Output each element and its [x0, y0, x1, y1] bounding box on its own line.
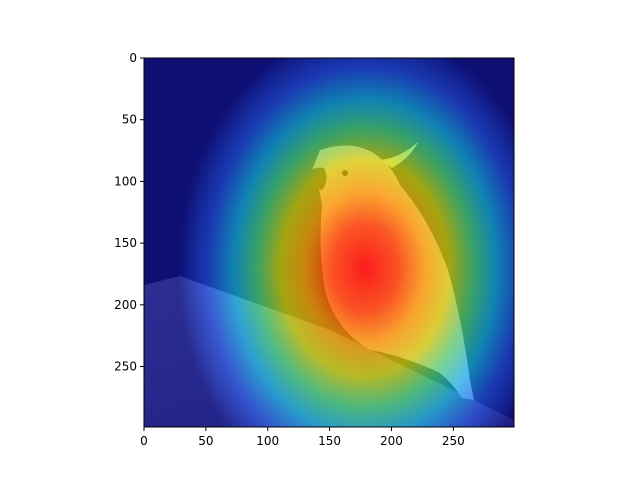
y-tick-label: 0 — [129, 51, 137, 65]
x-axis: 0 50 100 150 200 250 — [140, 427, 465, 448]
y-tick-label: 250 — [114, 360, 137, 374]
x-tick-label: 100 — [256, 434, 279, 448]
x-tick-label: 150 — [318, 434, 341, 448]
x-tick-label: 250 — [442, 434, 465, 448]
heat-overlay — [144, 58, 514, 427]
heatmap-image — [144, 58, 514, 427]
x-tick-label: 200 — [380, 434, 403, 448]
y-axis: 0 50 100 150 200 250 — [114, 51, 144, 374]
x-tick-label: 50 — [198, 434, 213, 448]
x-tick-label: 0 — [140, 434, 148, 448]
axes-frame — [143, 57, 515, 428]
y-tick-label: 150 — [114, 236, 137, 250]
y-tick-label: 100 — [114, 174, 137, 188]
y-tick-label: 200 — [114, 298, 137, 312]
y-tick-label: 50 — [122, 113, 137, 127]
